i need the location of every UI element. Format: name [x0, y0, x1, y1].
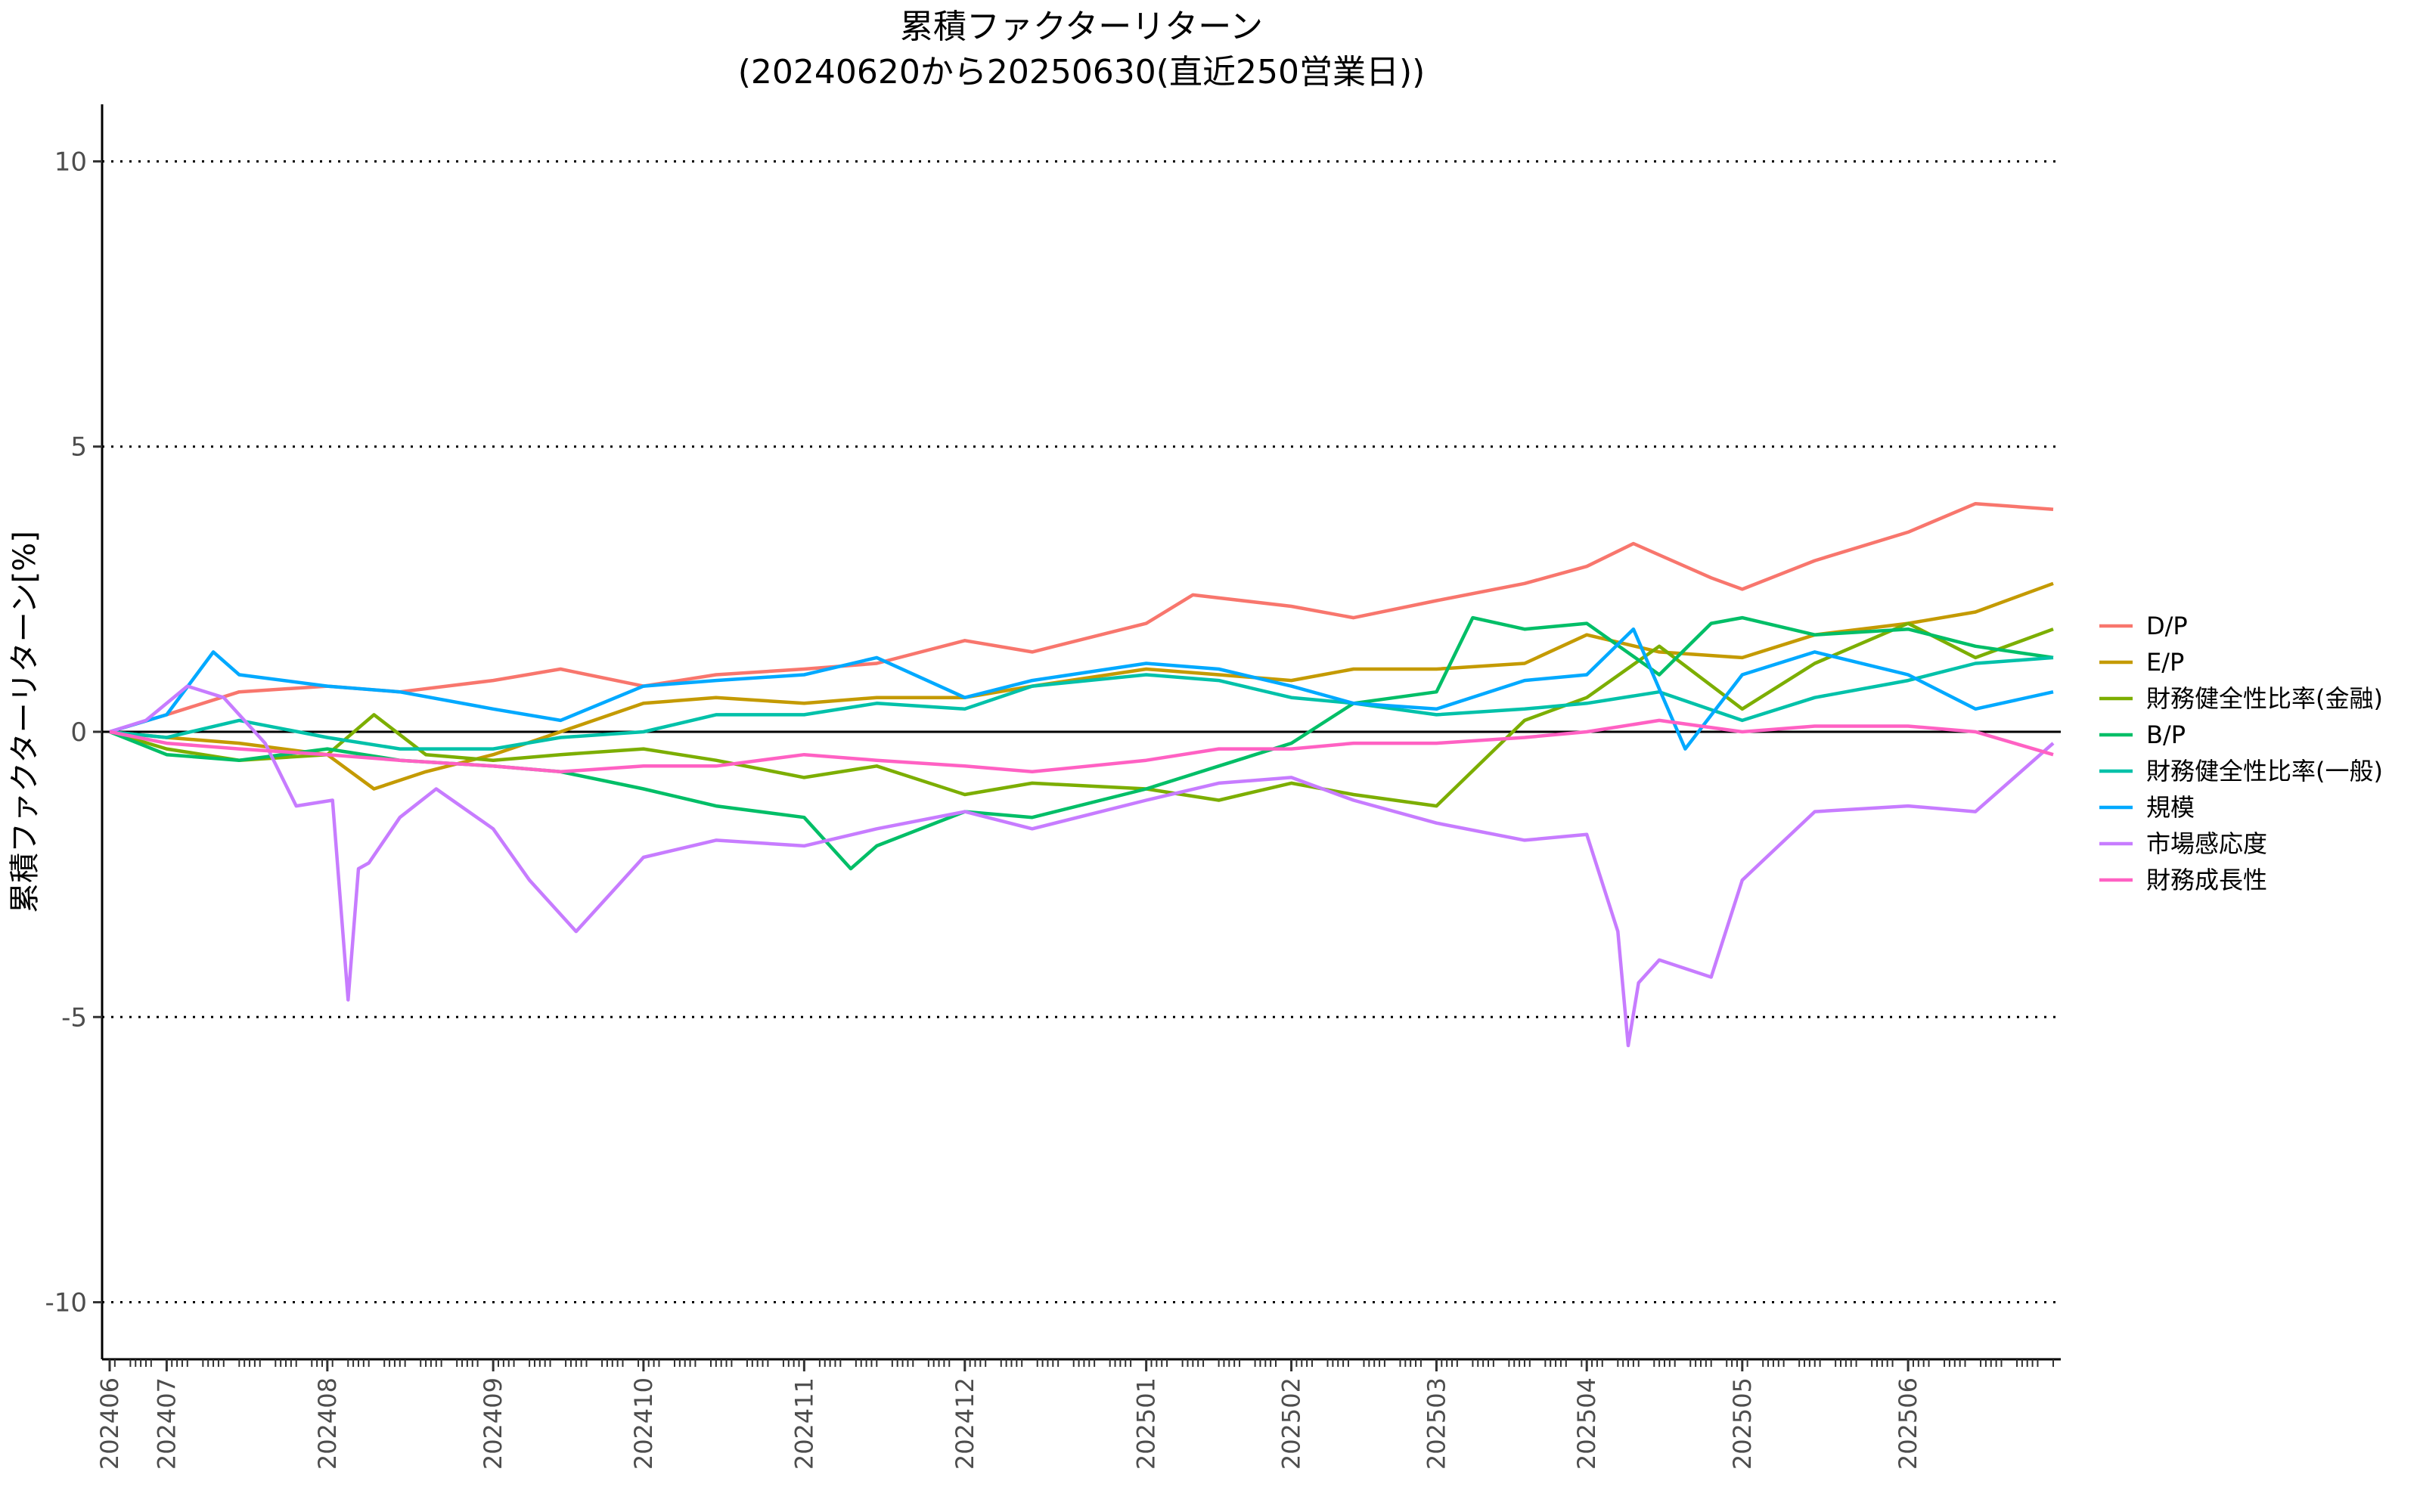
y-tick-label: 5 [70, 432, 87, 463]
legend-label-4: 財務健全性比率(一般) [2146, 757, 2383, 785]
x-tick-label: 202505 [1728, 1377, 1757, 1470]
legend: D/P E/P 財務健全性比率(金融) B/P 財務健全性比率(一般) 規模市場感応度財務… [2099, 612, 2383, 894]
x-tick-label: 202407 [152, 1377, 181, 1470]
series-line-3 [109, 615, 2054, 871]
series-line-0 [109, 501, 2054, 734]
y-axis-label: 累積ファクターリターン[%] [8, 531, 42, 913]
series-line-2 [109, 621, 2054, 808]
y-tick-label: -10 [45, 1288, 87, 1318]
x-tick-label: 202501 [1132, 1377, 1161, 1470]
legend-label-1: E/P [2146, 648, 2184, 677]
legend-label-5: 規模 [2146, 793, 2195, 822]
series-line-7 [109, 718, 2054, 774]
x-tick-label: 202506 [1894, 1377, 1922, 1470]
x-tick-label: 202411 [790, 1377, 818, 1470]
y-tick-label: -5 [61, 1002, 87, 1033]
x-tick-label: 202410 [629, 1377, 658, 1470]
legend-label-3: B/P [2146, 720, 2186, 749]
x-tick-label: 202504 [1572, 1377, 1601, 1470]
series-line-4 [109, 655, 2054, 751]
x-tick-label: 202406 [95, 1377, 124, 1470]
series-line-1 [109, 581, 2054, 791]
x-tick-label: 202408 [313, 1377, 342, 1470]
legend-label-7: 財務成長性 [2146, 866, 2267, 894]
x-tick-label: 202502 [1277, 1377, 1306, 1470]
y-tick-label: 10 [54, 147, 87, 177]
series-line-6 [109, 684, 2055, 1048]
series-lines [109, 501, 2055, 1048]
chart-subtitle: (20240620から20250630(直近250営業日)) [738, 53, 1426, 91]
chart-title: 累積ファクターリターン [900, 8, 1263, 46]
legend-label-0: D/P [2146, 612, 2188, 640]
series-line-5 [109, 627, 2054, 751]
y-tick-label: 0 [70, 717, 87, 748]
legend-label-2: 財務健全性比率(金融) [2146, 684, 2383, 713]
legend-label-6: 市場感応度 [2146, 829, 2267, 858]
x-tick-label: 202412 [951, 1377, 979, 1470]
x-tick-label: 202503 [1422, 1377, 1450, 1470]
x-tick-label: 202409 [479, 1377, 507, 1470]
y-tick-labels: -10 -5 0 5 10 [45, 147, 102, 1318]
x-tick-labels: 202406 202407 202408 202409 202410 202411 2024… [95, 1359, 1922, 1470]
axes [101, 104, 2061, 1367]
